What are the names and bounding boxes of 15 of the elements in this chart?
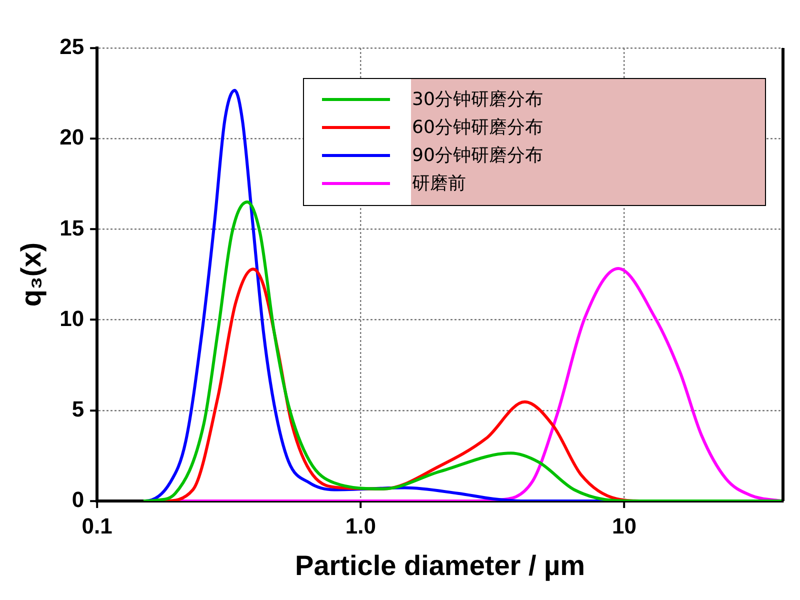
- y-tick-label: 15: [60, 215, 84, 240]
- y-tick-label: 25: [60, 34, 84, 60]
- legend-label: 90分钟研磨分布: [412, 144, 543, 167]
- x-tick-label: 10: [612, 513, 637, 538]
- legend-label: 60分钟研磨分布: [412, 116, 543, 139]
- y-tick-label: 10: [60, 306, 84, 331]
- y-axis-title: q₃(x): [16, 242, 47, 307]
- x-axis-title: Particle diameter / µm: [295, 550, 586, 581]
- legend-label: 研磨前: [412, 172, 466, 195]
- x-tick-label: 0.1: [82, 513, 112, 538]
- x-tick-label: 1.0: [345, 513, 376, 538]
- y-tick-label: 0: [72, 487, 84, 512]
- y-tick-label: 5: [72, 396, 84, 422]
- legend-label: 30分钟研磨分布: [412, 88, 543, 111]
- y-tick-label: 20: [60, 124, 84, 150]
